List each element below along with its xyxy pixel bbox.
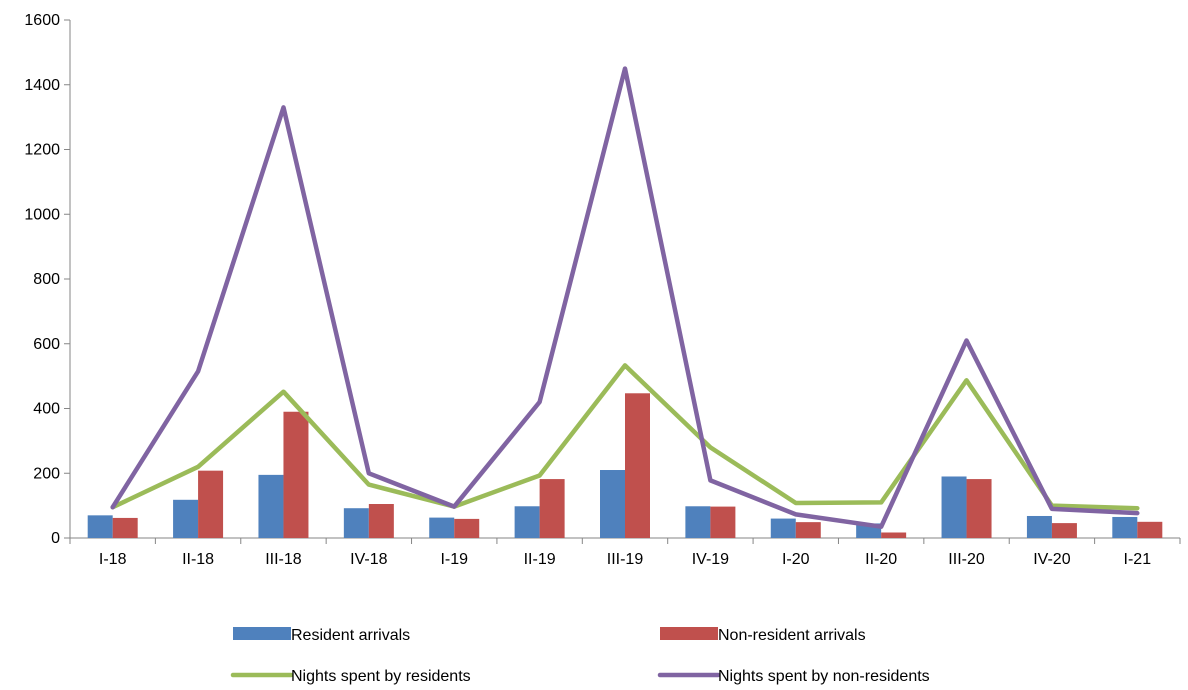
bar [770,518,796,538]
line-series-group [110,66,1140,529]
x-tick-label: IV-18 [350,551,387,568]
x-tick-label: III-20 [948,551,985,568]
legend-label: Resident arrivals [291,627,410,644]
legend-swatch [233,627,291,640]
bar [966,479,992,538]
x-tick-label: I-18 [99,551,127,568]
y-tick-label: 200 [33,465,60,482]
y-tick-label: 600 [33,336,60,353]
x-tick-label: I-20 [782,551,810,568]
bar [258,474,284,538]
y-tick-label: 800 [33,271,60,288]
bar [685,506,711,538]
bar [173,499,199,538]
bar-series-group [87,393,1163,538]
y-axis: 0 200 400 600 800 1000 1200 1400 1600 [24,12,71,547]
legend-label: Non-resident arrivals [718,627,866,644]
x-tick-label: II-20 [865,551,897,568]
series-line [110,66,1140,529]
x-tick-label: III-19 [607,551,644,568]
bar [368,504,394,538]
legend-item: Nights spent by residents [230,668,471,685]
bar [1137,521,1163,538]
y-tick-label: 1400 [24,77,60,94]
y-tick-label: 1600 [24,12,60,29]
bar [941,476,967,538]
bar [198,470,224,538]
bar [343,508,369,538]
x-tick-label: IV-20 [1033,551,1070,568]
bar [112,517,138,538]
legend-label: Nights spent by non-residents [718,668,930,685]
bar [795,522,821,538]
bar [429,517,455,538]
bar [454,518,480,538]
bar [283,411,309,538]
bar [1026,515,1052,538]
legend-item: Non-resident arrivals [660,627,866,644]
legend-item: Resident arrivals [233,627,410,644]
x-tick-label: IV-19 [692,551,729,568]
x-tick-label: I-19 [440,551,468,568]
x-tick-label: II-18 [182,551,214,568]
bar [881,532,907,538]
bar [87,515,113,538]
series-line [110,363,1140,511]
legend: Resident arrivals Non-resident arrivals Ni… [230,627,930,685]
y-tick-label: 1000 [24,206,60,223]
legend-item: Nights spent by non-residents [657,668,930,685]
bar [514,506,540,538]
bar [539,479,565,538]
x-tick-label: III-18 [265,551,302,568]
bar [625,393,650,538]
x-tick-label: I-21 [1124,551,1152,568]
legend-label: Nights spent by residents [291,668,471,685]
bar [600,470,625,538]
bar [1112,516,1138,538]
y-tick-label: 1200 [24,142,60,159]
legend-swatch [660,627,718,640]
bar [710,506,736,538]
bar [1051,523,1077,538]
x-tick-label: II-19 [524,551,556,568]
y-tick-label: 400 [33,401,60,418]
y-tick-label: 0 [51,530,60,547]
x-axis: I-18 II-18 III-18 IV-18 I-19 II-19 III-19 IV-19… [69,537,1181,568]
